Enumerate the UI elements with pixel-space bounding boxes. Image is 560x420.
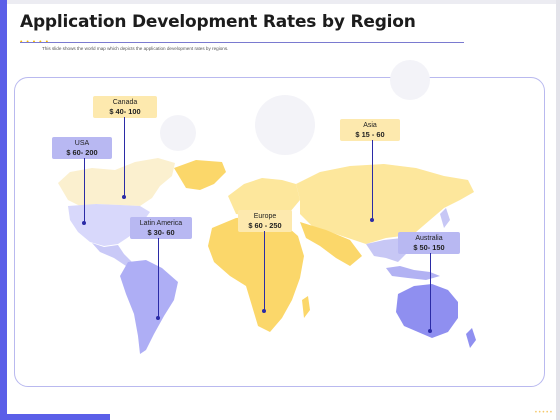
callout-asia: Asia $ 15 - 60 — [340, 119, 400, 141]
footer-decoration-dots: • • • • • — [534, 410, 552, 416]
africa-region — [208, 216, 304, 332]
region-name: Europe — [253, 213, 277, 220]
background-circle-icon — [390, 60, 430, 100]
south-america-region — [120, 260, 178, 354]
region-rate: $ 60- 200 — [66, 148, 98, 157]
japan-region — [440, 208, 450, 228]
asia-region — [296, 164, 474, 244]
region-name: Asia — [363, 122, 377, 129]
callout-latin-america: Latin America $ 30- 60 — [130, 217, 192, 239]
leader-line-europe — [264, 231, 265, 311]
callout-usa: USA $ 60- 200 — [52, 137, 112, 159]
marker-canada — [122, 195, 126, 199]
region-rate: $ 40- 100 — [109, 107, 141, 116]
south-asia-region — [300, 222, 362, 266]
leader-line-asia — [372, 140, 373, 220]
region-name: USA — [74, 140, 90, 147]
background-circle-icon — [160, 115, 196, 151]
greenland-region — [174, 160, 226, 190]
bottom-accent-bar — [0, 414, 110, 420]
slide-subtitle: This slide shows the world map which dep… — [42, 46, 229, 51]
background-circle-icon — [255, 95, 315, 155]
title-divider — [20, 42, 464, 43]
marker-usa — [82, 221, 86, 225]
marker-europe — [262, 309, 266, 313]
callout-canada: Canada $ 40- 100 — [93, 96, 157, 118]
new-zealand-region — [466, 328, 476, 348]
region-rate: $ 50- 150 — [413, 243, 445, 252]
usa-region — [68, 204, 150, 246]
leader-line-canada — [124, 117, 125, 197]
indonesia-region — [386, 266, 440, 280]
region-rate: $ 30- 60 — [147, 228, 175, 237]
callout-europe: Europe $ 60 - 250 — [238, 210, 292, 232]
leader-line-usa — [84, 158, 85, 222]
top-border — [7, 0, 556, 4]
region-name: Australia — [415, 235, 443, 242]
marker-australia — [428, 329, 432, 333]
australia-region — [396, 284, 458, 338]
central-america-region — [92, 243, 132, 266]
leader-line-australia — [430, 253, 431, 331]
region-name: Latin America — [139, 220, 183, 227]
leader-line-latin-america — [158, 238, 159, 318]
left-accent-bar — [0, 0, 7, 420]
southeast-asia-region — [366, 238, 408, 262]
region-rate: $ 60 - 250 — [248, 221, 282, 230]
right-border — [556, 0, 560, 420]
callout-australia: Australia $ 50- 150 — [398, 232, 460, 254]
europe-region — [228, 178, 300, 216]
marker-latin-america — [156, 316, 160, 320]
canada-region — [58, 158, 175, 206]
slide-title: Application Development Rates by Region — [20, 12, 416, 32]
madagascar-region — [302, 296, 310, 318]
region-name: Canada — [112, 99, 138, 106]
region-rate: $ 15 - 60 — [355, 130, 385, 139]
marker-asia — [370, 218, 374, 222]
